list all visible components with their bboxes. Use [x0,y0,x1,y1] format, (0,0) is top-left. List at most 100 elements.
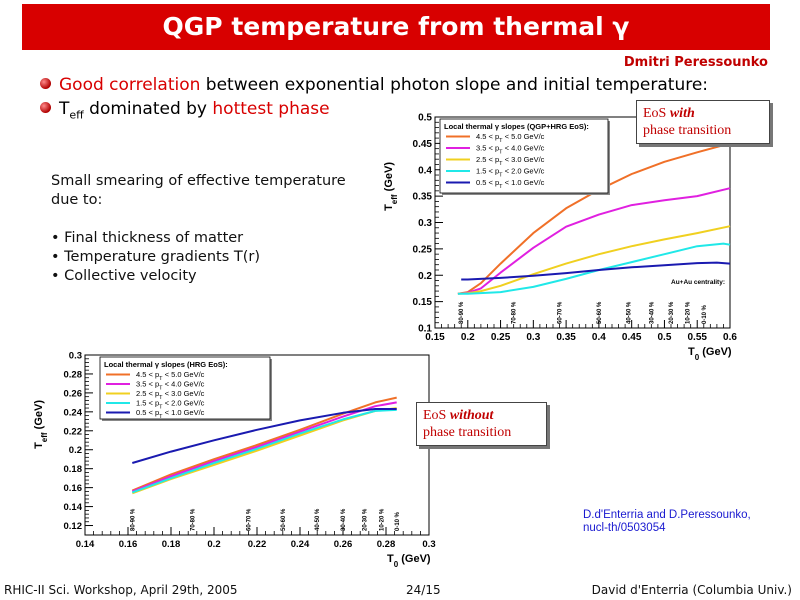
y-axis-label: Teff (GeV) [33,400,49,449]
centrality-label: 10-20 % [685,301,691,324]
legend-title: Local thermal γ slopes (HRG EoS): [104,360,228,369]
footer-page-number: 24/15 [406,583,441,597]
x-tick-label: 0.5 [657,332,671,343]
legend-title: Local thermal γ slopes (QGP+HRG EoS): [444,122,589,131]
centrality-label: 70-80 % [512,301,518,324]
smearing-item: • Final thickness of matter [51,230,244,246]
x-tick-label: 0.25 [491,332,511,343]
x-tick-label: 0.18 [162,539,181,550]
centrality-label: 30-40 % [649,301,655,324]
x-tick-label: 0.3 [526,332,540,343]
y-tick-label: 0.12 [64,521,83,532]
legend-entry: 3.5 < pT < 4.0 GeV/c [476,144,545,156]
reference-line: nucl-th/0503054 [583,522,666,534]
chart-qgp-hrg: 0.15 0.2 0.25 0.3 0.35 0.4 0.45 0.5 0.55 0.6 0.1 0.… [380,105,780,370]
bullet-text: dominated by [83,99,213,119]
centrality-label: 60-70 % [246,508,252,531]
x-axis-label: T0 (GeV) [387,553,431,569]
centrality-label: 0-10 % [395,511,401,531]
smearing-item: • Collective velocity [51,268,197,284]
eos-with-label: EoS [643,106,670,121]
chart-hrg-svg: 0.14 0.16 0.18 0.2 0.22 0.24 0.26 0.28 0.3 0.12 0.… [33,351,436,569]
y-tick-label: 0.35 [413,192,433,203]
y-tick-label: 0.5 [418,113,432,124]
footer-workshop: RHIC-II Sci. Workshop, April 29th, 2005 [4,583,238,597]
y-tick-label: 0.3 [418,218,432,229]
y-tick-label: 0.24 [64,407,83,418]
x-tick-label: 0.6 [723,332,737,343]
chart-hrg: 0.14 0.16 0.18 0.2 0.22 0.24 0.26 0.28 0.3 0.12 0.… [28,345,438,573]
author-name: Dmitri Peressounko [623,55,768,70]
legend-entry: 3.5 < pT < 4.0 GeV/c [136,380,205,392]
series-line [131,401,397,493]
centrality-label: 50-60 % [597,301,603,324]
x-tick-label: 0.2 [461,332,475,343]
series-line [132,408,397,464]
bullet-icon [40,77,51,89]
series-line [461,261,731,281]
smearing-text: Small smearing of effective temperature … [51,172,346,286]
centrality-label: 0-10 % [702,304,708,324]
chart-qgp-hrg-svg: 0.15 0.2 0.25 0.3 0.35 0.4 0.45 0.5 0.55 0.6 0.1 0.… [383,113,737,362]
series-line [131,408,397,494]
bullet-hottest-phase: Teff dominated by hottest phase [40,99,330,121]
eos-with-emph: with [669,106,695,121]
legend-box [439,118,609,194]
legend-entry: 0.5 < pT < 1.0 GeV/c [136,408,205,420]
legend-entry: 0.5 < pT < 1.0 GeV/c [476,178,545,190]
y-tick-label: 0.45 [413,139,433,150]
x-tick-label: 0.45 [622,332,642,343]
y-tick-label: 0.2 [418,271,432,282]
y-tick-label: 0.4 [418,165,432,176]
reference: D.d'Enterria and D.Peressounko, nucl-th/… [583,509,751,535]
x-tick-label: 0.24 [291,539,310,550]
reference-line: D.d'Enterria and D.Peressounko, [583,509,751,521]
legend-entry: 1.5 < pT < 2.0 GeV/c [136,399,205,411]
y-tick-label: 0.2 [69,445,82,456]
x-tick-label: 0.3 [422,539,435,550]
bullet-highlight: hottest phase [212,99,330,119]
y-axis-label: Teff (GeV) [383,162,399,211]
legend-entry: 4.5 < pT < 5.0 GeV/c [476,132,545,144]
x-tick-label: 0.4 [592,332,606,343]
centrality-label: 80-90 % [459,301,465,324]
x-tick-label: 0.22 [248,539,267,550]
y-tick-label: 0.16 [64,483,83,494]
centrality-label: 40-50 % [626,301,632,324]
bullet-subscript: eff [69,108,84,122]
centrality-label: 20-30 % [363,508,369,531]
legend-entry: 2.5 < pT < 3.0 GeV/c [136,389,205,401]
centrality-label: 20-30 % [669,301,675,324]
series-line [457,187,731,295]
centrality-label: 10-20 % [380,508,386,531]
smearing-line: due to: [51,192,103,208]
eos-with-label2: phase transition [643,123,732,138]
footer-author: David d'Enterria (Columbia Univ.) [591,583,792,597]
centrality-label: 80-90 % [130,508,136,531]
eos-without-label2: phase transition [423,425,512,440]
y-tick-label: 0.26 [64,388,83,399]
series-line [457,142,731,295]
bullet-highlight: Good correlation [59,75,201,95]
eos-with-box: EoS with phase transition [636,100,770,144]
slide-title: QGP temperature from thermal γ [22,4,770,50]
x-axis-label: T0 (GeV) [688,346,732,362]
x-tick-label: 0.55 [687,332,707,343]
y-tick-label: 0.18 [64,464,83,475]
series-line [131,396,397,492]
x-tick-label: 0.28 [377,539,396,550]
centrality-label: 30-40 % [341,508,347,531]
centrality-label: 50-60 % [281,508,287,531]
x-tick-label: 0.26 [334,539,353,550]
bullet-icon [40,101,51,113]
y-tick-label: 0.1 [418,324,432,335]
y-tick-label: 0.15 [413,297,433,308]
x-tick-label: 0.35 [556,332,576,343]
x-tick-label: 0.16 [119,539,138,550]
smearing-line: Small smearing of effective temperature [51,173,346,189]
centrality-label: 60-70 % [558,301,564,324]
eos-without-box: EoS without phase transition [416,402,547,446]
y-tick-label: 0.22 [64,426,83,437]
centrality-title: Au+Au centrality: [671,279,725,286]
y-tick-label: 0.3 [69,351,82,362]
